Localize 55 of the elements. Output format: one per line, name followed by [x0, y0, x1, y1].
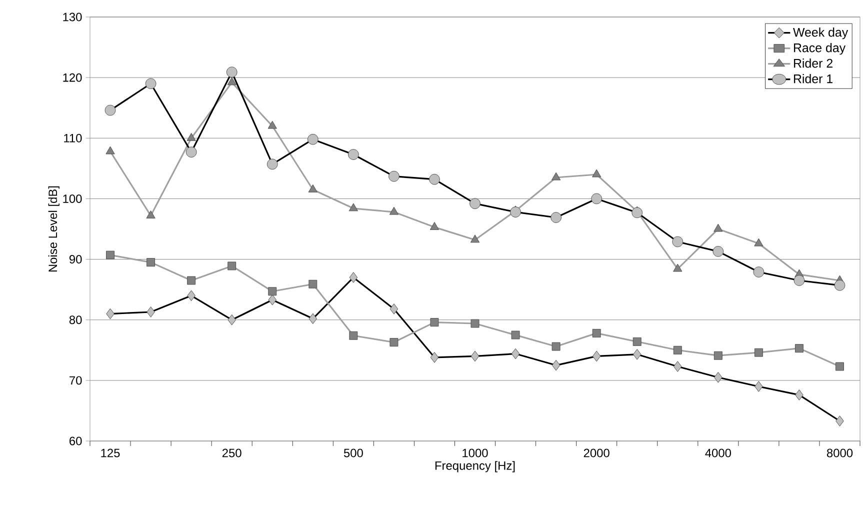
y-tick-label: 120	[63, 73, 82, 82]
x-tick-label: 250	[222, 448, 242, 458]
legend-label: Rider 2	[794, 58, 832, 68]
point	[714, 351, 722, 360]
point	[268, 120, 277, 129]
legend-label: Week day	[793, 28, 848, 40]
point	[673, 264, 682, 272]
point	[228, 262, 236, 270]
y-tick-label: 60	[70, 436, 82, 446]
y-tick-label: 110	[64, 134, 82, 142]
point	[349, 331, 358, 340]
point	[673, 346, 682, 354]
point	[714, 224, 723, 232]
point	[551, 172, 561, 180]
point	[430, 318, 439, 327]
point	[794, 344, 804, 353]
point	[348, 203, 358, 212]
legend-label: Race day	[794, 43, 846, 55]
x-tick-label: 500	[344, 448, 363, 458]
point	[146, 210, 156, 218]
x-tick-label: 4000	[705, 448, 731, 458]
y-tick-label: 80	[69, 316, 82, 324]
point	[186, 132, 196, 141]
y-tick-label: 70	[70, 376, 82, 385]
x-tick-label: 2000	[584, 448, 610, 458]
y-tick-label: 100	[63, 194, 82, 203]
point	[592, 328, 601, 338]
point	[187, 276, 196, 285]
point	[470, 234, 480, 243]
point	[389, 206, 399, 215]
y-axis-title: Noise Level [dB]	[48, 186, 60, 272]
point	[146, 258, 156, 267]
point	[106, 250, 114, 260]
point	[470, 319, 480, 328]
point	[268, 287, 277, 296]
x-tick-label: 8000	[826, 448, 853, 458]
point	[754, 238, 764, 246]
legend-label: Rider 1	[794, 74, 832, 84]
point	[632, 337, 642, 346]
point	[511, 330, 520, 340]
point	[308, 184, 318, 192]
x-tick-label: 1000	[462, 448, 488, 458]
x-tick-label: 125	[101, 448, 120, 458]
point	[308, 280, 318, 288]
point	[592, 169, 602, 178]
point	[430, 222, 440, 230]
point	[552, 342, 560, 351]
y-tick-label: 130	[63, 12, 82, 22]
y-tick-label: 90	[69, 255, 82, 264]
point	[836, 362, 844, 371]
point	[227, 77, 236, 86]
point	[106, 146, 115, 154]
point	[390, 338, 398, 347]
x-axis-title: Frequency [Hz]	[435, 461, 515, 472]
point	[754, 348, 763, 357]
